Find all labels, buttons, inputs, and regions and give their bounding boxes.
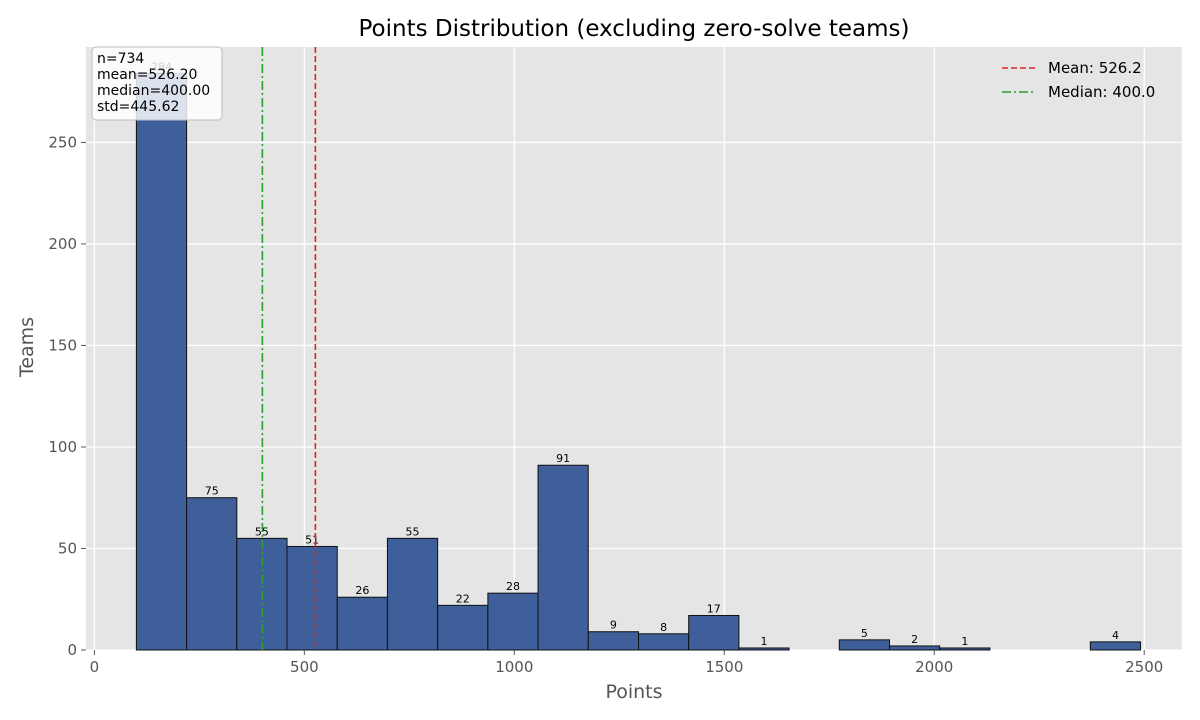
stats-line: median=400.00 <box>97 83 210 99</box>
bar-count-label: 8 <box>660 621 667 634</box>
bar-count-label: 5 <box>861 627 868 640</box>
bar-count-label: 91 <box>556 452 570 465</box>
x-tick-label: 0 <box>90 658 100 676</box>
histogram-bar <box>688 614 740 651</box>
y-tick-label: 100 <box>48 438 77 456</box>
legend-label-mean: Mean: 526.2 <box>1048 59 1142 77</box>
reference-lines <box>261 47 317 650</box>
histogram-bar <box>186 497 238 651</box>
bar-count-label: 4 <box>1112 629 1119 642</box>
stats-line: mean=526.20 <box>97 67 197 83</box>
y-tick-label: 50 <box>58 539 77 557</box>
x-tick-label: 2000 <box>915 658 953 676</box>
histogram-bar <box>939 647 991 651</box>
legend: Mean: 526.2 Median: 400.0 <box>1002 59 1155 101</box>
y-axis-ticks: 0 50 100 150 200 250 <box>48 133 86 659</box>
bar-count-label: 26 <box>355 584 369 597</box>
y-tick-label: 250 <box>48 133 77 151</box>
bar-count-label: 17 <box>707 602 721 615</box>
x-tick-label: 500 <box>290 658 319 676</box>
y-tick-label: 150 <box>48 336 77 354</box>
x-tick-label: 1500 <box>705 658 743 676</box>
bar-count-label: 1 <box>760 635 767 648</box>
histogram-bar <box>889 645 941 651</box>
bar-count-label: 2 <box>911 633 918 646</box>
histogram-bar <box>437 604 489 651</box>
x-tick-label: 2500 <box>1125 658 1163 676</box>
chart-title: Points Distribution (excluding zero-solv… <box>358 16 909 42</box>
histogram-bar <box>386 537 439 651</box>
histogram-bar <box>738 647 790 651</box>
stats-box-frame <box>91 46 223 121</box>
histogram-bar <box>487 592 539 651</box>
y-tick-label: 0 <box>67 641 77 659</box>
histogram-bar <box>1089 641 1142 651</box>
bar-count-label: 1 <box>961 635 968 648</box>
bar-count-labels: 2847555512655222891981715214 <box>151 60 1119 648</box>
histogram-bar <box>537 464 589 651</box>
bar-count-label: 28 <box>506 580 520 593</box>
stats-line: n=734 <box>97 51 144 67</box>
bar-count-label: 75 <box>205 485 219 498</box>
histogram-bar <box>587 631 639 651</box>
x-tick-label: 1000 <box>495 658 533 676</box>
y-axis-title: Teams <box>16 317 38 378</box>
histogram-bars <box>135 72 1142 651</box>
histogram-bar <box>135 72 188 651</box>
bar-count-label: 22 <box>456 592 470 605</box>
histogram-bar <box>838 639 891 651</box>
stats-line: std=445.62 <box>97 99 179 115</box>
legend-label-median: Median: 400.0 <box>1048 83 1155 101</box>
bar-count-label: 9 <box>610 619 617 632</box>
bar-count-label: 55 <box>406 525 420 538</box>
histogram-bar <box>336 596 388 651</box>
histogram-bar <box>637 633 690 651</box>
histogram-bar <box>286 545 338 651</box>
x-axis-title: Points <box>605 681 662 703</box>
x-axis-ticks: 0 500 1000 1500 2000 2500 <box>90 650 1163 676</box>
y-tick-label: 200 <box>48 235 77 253</box>
bar-count-label: 51 <box>305 533 319 546</box>
